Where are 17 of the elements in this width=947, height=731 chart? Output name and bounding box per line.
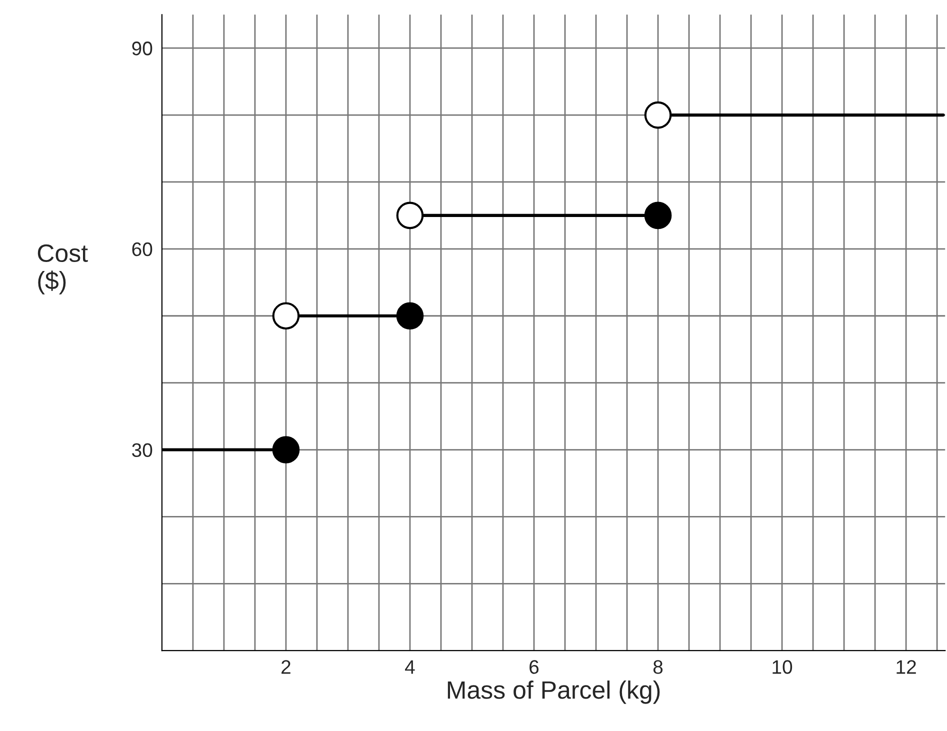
x-tick-label: 12 — [896, 660, 916, 674]
y-tick-label: 90 — [132, 42, 152, 56]
x-tick-label: 4 — [405, 660, 415, 674]
y-tick-label: 60 — [132, 242, 152, 256]
x-tick-label: 6 — [530, 660, 539, 674]
point — [644, 101, 672, 129]
x-tick-label: 2 — [282, 660, 290, 674]
x-tick-label: 10 — [772, 660, 792, 674]
point — [272, 302, 300, 330]
y-tick-label: 30 — [132, 443, 152, 457]
x-tick-label: 8 — [653, 660, 663, 674]
point — [272, 436, 300, 464]
x-axis-title: Mass of Parcel (kg) — [448, 680, 660, 704]
y-axis-title: Cost ($) — [38, 244, 88, 294]
point — [396, 202, 424, 230]
point — [396, 302, 424, 330]
point — [644, 202, 672, 230]
